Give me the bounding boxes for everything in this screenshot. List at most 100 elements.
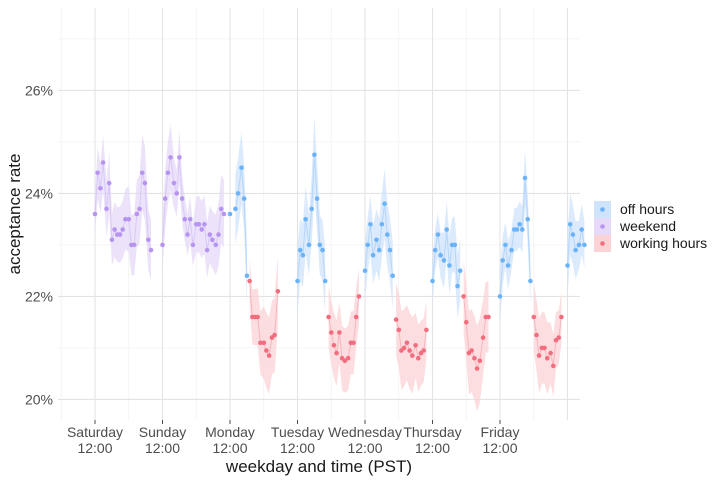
working-hours-point bbox=[472, 355, 477, 361]
weekend-point bbox=[210, 237, 215, 243]
x-tick-day-sunday: Sunday bbox=[139, 424, 186, 440]
working-hours-point bbox=[556, 335, 561, 340]
off-hours-point bbox=[374, 237, 379, 243]
off-hours-point bbox=[528, 278, 533, 284]
weekend-point bbox=[160, 242, 165, 248]
weekend-point bbox=[207, 232, 213, 237]
weekend-point bbox=[213, 242, 219, 248]
working-hours-point bbox=[334, 350, 339, 356]
working-hours-point bbox=[551, 363, 556, 369]
off-hours-point bbox=[573, 247, 578, 253]
x-tick-time: 12:00 bbox=[145, 440, 180, 456]
off-hours-point bbox=[500, 258, 506, 263]
x-tick-time: 12:00 bbox=[212, 440, 247, 456]
off-hours-point bbox=[314, 196, 320, 201]
off-hours-point bbox=[441, 258, 447, 263]
x-tick-day-friday: Friday bbox=[481, 424, 520, 440]
working-hours-band bbox=[533, 283, 562, 398]
off-hours-point bbox=[320, 247, 325, 253]
weekend-point bbox=[120, 227, 125, 232]
working-hours-point bbox=[486, 314, 491, 320]
working-hours-band bbox=[463, 260, 489, 412]
off-hours-band bbox=[567, 193, 585, 297]
weekend-point bbox=[177, 155, 182, 160]
x-tick-time: 12:00 bbox=[482, 440, 517, 456]
off-hours-point bbox=[303, 216, 308, 222]
off-hours-point bbox=[322, 278, 328, 284]
x-tick-day-thursday: Thursday bbox=[403, 424, 461, 440]
y-axis-title: acceptance rate bbox=[5, 154, 24, 275]
off-hours-band bbox=[500, 149, 531, 326]
weekend-point bbox=[216, 232, 221, 237]
weekend-point bbox=[174, 191, 179, 196]
weekend-point bbox=[109, 237, 115, 243]
weekend-point bbox=[204, 247, 210, 253]
working-hours-point bbox=[424, 327, 429, 333]
off-hours-point bbox=[376, 247, 382, 253]
weekend-point bbox=[92, 211, 98, 217]
off-hours-point bbox=[503, 242, 508, 248]
working-hours-point bbox=[461, 294, 466, 299]
working-hours-point bbox=[534, 332, 539, 338]
working-hours-point bbox=[258, 340, 263, 346]
working-hours-point bbox=[410, 353, 415, 358]
working-hours-point bbox=[531, 314, 537, 320]
working-hours-point bbox=[329, 330, 334, 335]
working-hours-point bbox=[255, 314, 260, 320]
off-hours-point bbox=[520, 227, 525, 232]
working-hours-point bbox=[477, 358, 483, 364]
off-hours-point bbox=[387, 247, 393, 253]
off-hours-point bbox=[497, 294, 503, 299]
working-hours-band bbox=[396, 283, 427, 394]
weekend-point bbox=[142, 180, 148, 186]
weekend-point bbox=[131, 242, 137, 248]
working-hours-point bbox=[542, 345, 547, 351]
off-hours-point bbox=[430, 278, 435, 284]
working-hours-point bbox=[396, 327, 402, 333]
working-hours-point bbox=[264, 348, 269, 353]
weekend-point bbox=[218, 206, 224, 212]
weekend-point bbox=[95, 170, 100, 176]
weekend-point bbox=[185, 232, 190, 237]
working-hours-band bbox=[328, 268, 359, 393]
off-hours-point bbox=[365, 242, 371, 248]
off-hours-point bbox=[244, 273, 250, 279]
working-hours-point bbox=[480, 335, 486, 340]
weekend-point bbox=[148, 247, 154, 253]
weekend-point bbox=[162, 196, 168, 201]
off-hours-point bbox=[379, 222, 385, 227]
working-hours-point bbox=[275, 289, 281, 294]
off-hours-point bbox=[579, 227, 584, 232]
legend-label-working-hours: working hours bbox=[619, 235, 707, 251]
weekend-point bbox=[146, 237, 151, 243]
legend-key-dot-working-hours bbox=[600, 241, 605, 246]
weekend-band bbox=[95, 134, 151, 281]
weekend-point bbox=[202, 222, 207, 227]
weekend-point bbox=[104, 206, 109, 212]
working-hours-point bbox=[407, 348, 412, 353]
off-hours-point bbox=[362, 268, 368, 274]
working-hours-point bbox=[337, 330, 342, 335]
off-hours-point bbox=[295, 278, 300, 284]
y-tick-label-26: 26% bbox=[25, 82, 53, 98]
off-hours-band bbox=[297, 115, 326, 316]
off-hours-point bbox=[385, 232, 390, 237]
off-hours-point bbox=[522, 175, 528, 181]
weekend-point bbox=[187, 216, 193, 222]
off-hours-point bbox=[241, 196, 247, 201]
x-tick-time: 12:00 bbox=[415, 440, 450, 456]
off-hours-point bbox=[457, 268, 463, 274]
working-hours-line bbox=[463, 296, 489, 371]
working-hours-point bbox=[345, 355, 351, 361]
weekend-point bbox=[140, 170, 145, 176]
weekend-point bbox=[100, 160, 106, 165]
working-hours-point bbox=[342, 358, 348, 364]
x-tick-time: 12:00 bbox=[347, 440, 382, 456]
working-hours-point bbox=[351, 340, 356, 346]
legend-label-off-hours: off hours bbox=[620, 201, 674, 217]
y-tick-label-22: 22% bbox=[25, 288, 53, 304]
off-hours-point bbox=[227, 211, 233, 217]
working-hours-point bbox=[474, 366, 480, 371]
